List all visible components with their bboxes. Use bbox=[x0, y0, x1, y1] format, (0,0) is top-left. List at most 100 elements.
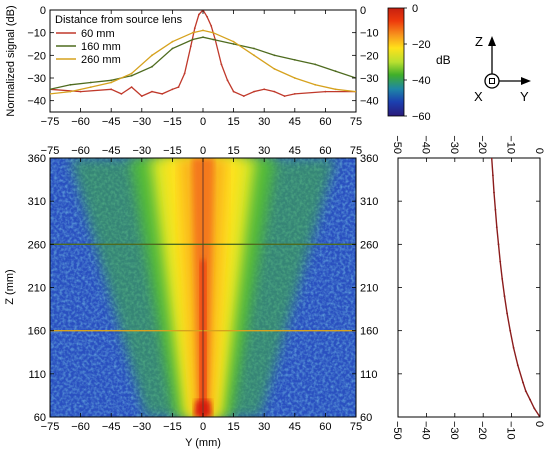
right-ticks: −50 −50 −40 −40 −30 −30 −20 −20 −10 −10 0 0 bbox=[391, 135, 545, 439]
heatmap-image bbox=[50, 158, 356, 417]
data-point bbox=[151, 54, 153, 57]
legend-label: 60 mm bbox=[81, 28, 115, 40]
x-tick-label-top: 15 bbox=[227, 145, 239, 157]
heatmap-ticks: −75 −75 −60 −60 −45 −45 −30 −30 −15 −15 0 0 15 15 30 30… bbox=[28, 145, 379, 433]
data-point bbox=[202, 29, 204, 32]
x-tick-label-bottom: 0 bbox=[533, 421, 545, 427]
data-point bbox=[334, 88, 337, 91]
x-tick-label-bottom: −50 bbox=[391, 421, 403, 440]
data-point bbox=[79, 90, 82, 93]
x-tick-label: 45 bbox=[289, 421, 301, 433]
x-tick-label: −45 bbox=[102, 116, 121, 128]
data-point bbox=[50, 88, 51, 91]
legend-title: Distance from source lens bbox=[55, 14, 183, 26]
y-tick-label-right: −40 bbox=[360, 96, 379, 108]
x-tick-label: 60 bbox=[319, 116, 331, 128]
data-point bbox=[120, 93, 123, 95]
data-point bbox=[130, 86, 133, 88]
coordinate-axes-icon: Z X Y bbox=[474, 34, 531, 104]
colorbar-gradient bbox=[387, 7, 405, 117]
y-tick-label-right: −30 bbox=[360, 73, 379, 85]
x-tick-label-top: −30 bbox=[448, 135, 460, 154]
legend-label: 260 mm bbox=[81, 54, 121, 66]
data-point bbox=[226, 79, 229, 82]
legend-label: 160 mm bbox=[81, 41, 121, 53]
x-tick-label-top: −20 bbox=[476, 135, 488, 154]
x-tick-label-top: 0 bbox=[533, 148, 545, 154]
y-arrowhead-icon bbox=[521, 77, 531, 85]
data-point bbox=[198, 13, 200, 16]
data-point bbox=[253, 90, 255, 93]
y-tick-label-right: −20 bbox=[360, 50, 379, 62]
colorbar-ticks: 0 −20 −40 −60 bbox=[404, 3, 431, 123]
x-tick-label-bottom: −20 bbox=[476, 421, 488, 440]
data-point bbox=[293, 77, 296, 79]
y-tick-label: −30 bbox=[27, 73, 46, 85]
heatmap-chart: −75 −75 −60 −60 −45 −45 −30 −30 −15 −15 0 0 15 15 30 30… bbox=[4, 145, 378, 449]
x-tick-label: 75 bbox=[350, 116, 362, 128]
data-point bbox=[193, 27, 196, 29]
data-point bbox=[253, 54, 255, 57]
x-tick-label-top: −50 bbox=[391, 135, 403, 154]
data-point bbox=[512, 347, 515, 349]
x-tick-label-top: −10 bbox=[505, 135, 517, 154]
top-series-group bbox=[50, 10, 356, 97]
data-point bbox=[171, 47, 174, 50]
data-point bbox=[210, 25, 213, 27]
data-point bbox=[69, 83, 72, 86]
x-tick-label: −75 bbox=[41, 116, 60, 128]
data-point bbox=[140, 95, 143, 97]
data-point bbox=[110, 79, 113, 82]
y-tick-label: 110 bbox=[28, 369, 46, 381]
data-point bbox=[151, 90, 153, 93]
data-point bbox=[492, 174, 494, 177]
axis-icon-label-z: Z bbox=[475, 34, 483, 49]
x-tick-label-top: −75 bbox=[41, 145, 60, 157]
x-tick-label: 15 bbox=[227, 116, 239, 128]
data-point bbox=[503, 295, 506, 297]
data-point bbox=[232, 90, 235, 93]
series-line-60-mm bbox=[50, 10, 356, 97]
data-point bbox=[161, 93, 164, 95]
data-point bbox=[529, 398, 531, 401]
data-point bbox=[69, 90, 72, 93]
data-point bbox=[151, 65, 153, 68]
x-axis-out-of-page-icon bbox=[484, 73, 500, 89]
x-tick-label-top: 0 bbox=[200, 145, 206, 157]
y-tick-label-right: 160 bbox=[360, 326, 378, 338]
data-point bbox=[493, 191, 495, 194]
data-point bbox=[177, 86, 180, 88]
right-line-chart: −50 −50 −40 −40 −30 −30 −20 −20 −10 −10 0 0 bbox=[391, 135, 545, 439]
colorbar-tick-label: −20 bbox=[412, 39, 431, 51]
data-point bbox=[490, 158, 493, 159]
x-tick-label: −45 bbox=[102, 421, 121, 433]
data-point bbox=[189, 45, 192, 48]
top-plot-frame bbox=[49, 9, 357, 113]
data-point bbox=[273, 68, 276, 70]
attenuation-line bbox=[491, 158, 540, 417]
y-tick-label-right: 210 bbox=[360, 283, 378, 295]
y-tick-label: 310 bbox=[28, 196, 46, 208]
data-point bbox=[324, 90, 327, 93]
data-point bbox=[171, 88, 174, 91]
y-tick-label: −40 bbox=[27, 96, 46, 108]
data-point bbox=[501, 278, 504, 280]
x-tick-label: 30 bbox=[258, 116, 270, 128]
data-point bbox=[232, 40, 235, 43]
x-tick-label: 0 bbox=[200, 116, 206, 128]
data-point bbox=[314, 83, 317, 86]
y-tick-label: 360 bbox=[28, 153, 46, 165]
data-point bbox=[506, 312, 508, 315]
top-y-axis-label: Normalized signal (dB) bbox=[5, 5, 17, 116]
x-tick-label-top: 60 bbox=[319, 145, 331, 157]
data-point bbox=[50, 93, 51, 95]
x-tick-label-top: −30 bbox=[132, 145, 151, 157]
x-tick-label-top: −40 bbox=[419, 135, 431, 154]
x-tick-label: 75 bbox=[350, 421, 362, 433]
x-tick-label-top: −15 bbox=[163, 145, 182, 157]
y-tick-label-right: 310 bbox=[360, 196, 378, 208]
data-point bbox=[283, 95, 286, 97]
data-point bbox=[220, 63, 223, 66]
